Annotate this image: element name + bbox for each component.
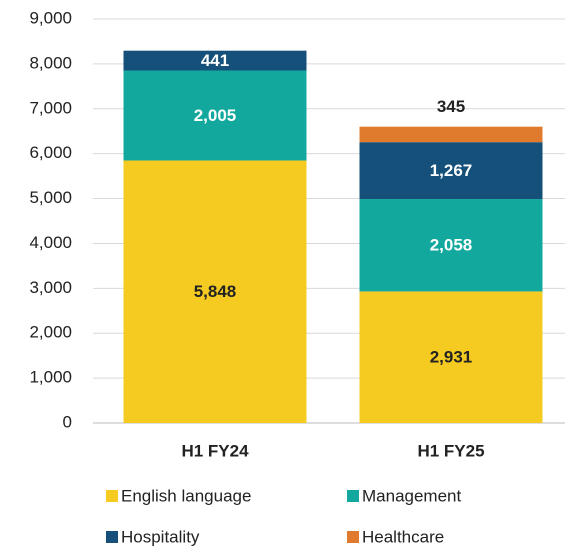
y-tick-label: 9,000 [29, 8, 72, 27]
y-tick-label: 4,000 [29, 233, 72, 252]
y-tick-label: 1,000 [29, 368, 72, 387]
bar-segment [359, 199, 543, 292]
legend-swatch [106, 490, 118, 502]
data-label: 2,058 [430, 236, 473, 255]
bar-segment [359, 142, 543, 200]
data-label: 441 [201, 51, 229, 70]
legend-swatch [106, 531, 118, 543]
legend-label: English language [121, 486, 251, 505]
bar-segment [123, 50, 307, 71]
data-label: 5,848 [194, 282, 237, 301]
bar-segment [123, 70, 307, 161]
x-tick-label: H1 FY24 [181, 441, 249, 460]
bar-segment [359, 126, 543, 143]
legend-swatch [347, 490, 359, 502]
y-tick-label: 8,000 [29, 53, 72, 72]
bar-segment [123, 160, 307, 423]
data-label: 2,005 [194, 106, 237, 125]
data-label: 345 [437, 97, 465, 116]
legend-swatch [347, 531, 359, 543]
y-tick-label: 3,000 [29, 278, 72, 297]
legend-label: Hospitality [121, 527, 200, 546]
legend-label: Management [362, 486, 462, 505]
y-tick-label: 5,000 [29, 188, 72, 207]
y-tick-label: 2,000 [29, 323, 72, 342]
legend-label: Healthcare [362, 527, 444, 546]
y-tick-label: 7,000 [29, 98, 72, 117]
x-tick-label: H1 FY25 [417, 441, 484, 460]
y-tick-label: 6,000 [29, 143, 72, 162]
data-label: 2,931 [430, 348, 473, 367]
bar-segment [359, 291, 543, 423]
y-tick-label: 0 [63, 412, 72, 431]
data-label: 1,267 [430, 161, 473, 180]
